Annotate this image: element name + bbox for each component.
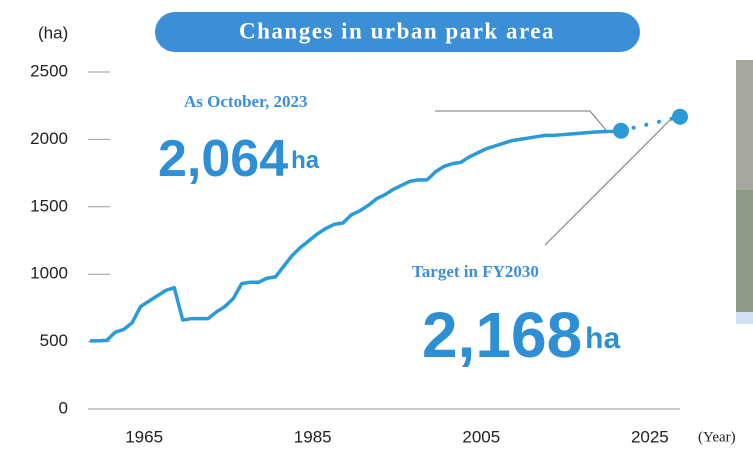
value-label: 2,168 [422, 299, 582, 371]
photo-strip [736, 312, 753, 324]
value-label: 2,064 [158, 130, 288, 188]
x-tick-label: 1965 [125, 427, 163, 446]
y-tick-label: 500 [40, 331, 68, 350]
chart-title: Changes in urban park area [239, 18, 555, 43]
y-tick-label: 1000 [30, 264, 68, 283]
target-point [613, 123, 629, 139]
y-tick-label: 2500 [30, 61, 68, 80]
target-point [672, 109, 688, 125]
x-tick-label: 1985 [294, 427, 332, 446]
chart: Changes in urban park area (ha) (Year) A… [0, 0, 753, 450]
y-tick-label: 1500 [30, 196, 68, 215]
annotation-text: Target in FY2030 [412, 262, 539, 281]
leader-line [435, 111, 606, 130]
photo-sky [736, 60, 753, 190]
value-unit: ha [291, 147, 320, 174]
annotation-text: As October, 2023 [184, 92, 308, 111]
y-tick-label: 0 [59, 398, 68, 417]
x-tick-label: 2005 [462, 427, 500, 446]
x-axis-label: (Year) [698, 429, 736, 445]
x-tick-label: 2025 [631, 427, 669, 446]
y-tick-label: 2000 [30, 129, 68, 148]
y-axis-label: (ha) [38, 23, 68, 42]
value-unit: ha [585, 322, 620, 355]
target-line [621, 117, 680, 131]
